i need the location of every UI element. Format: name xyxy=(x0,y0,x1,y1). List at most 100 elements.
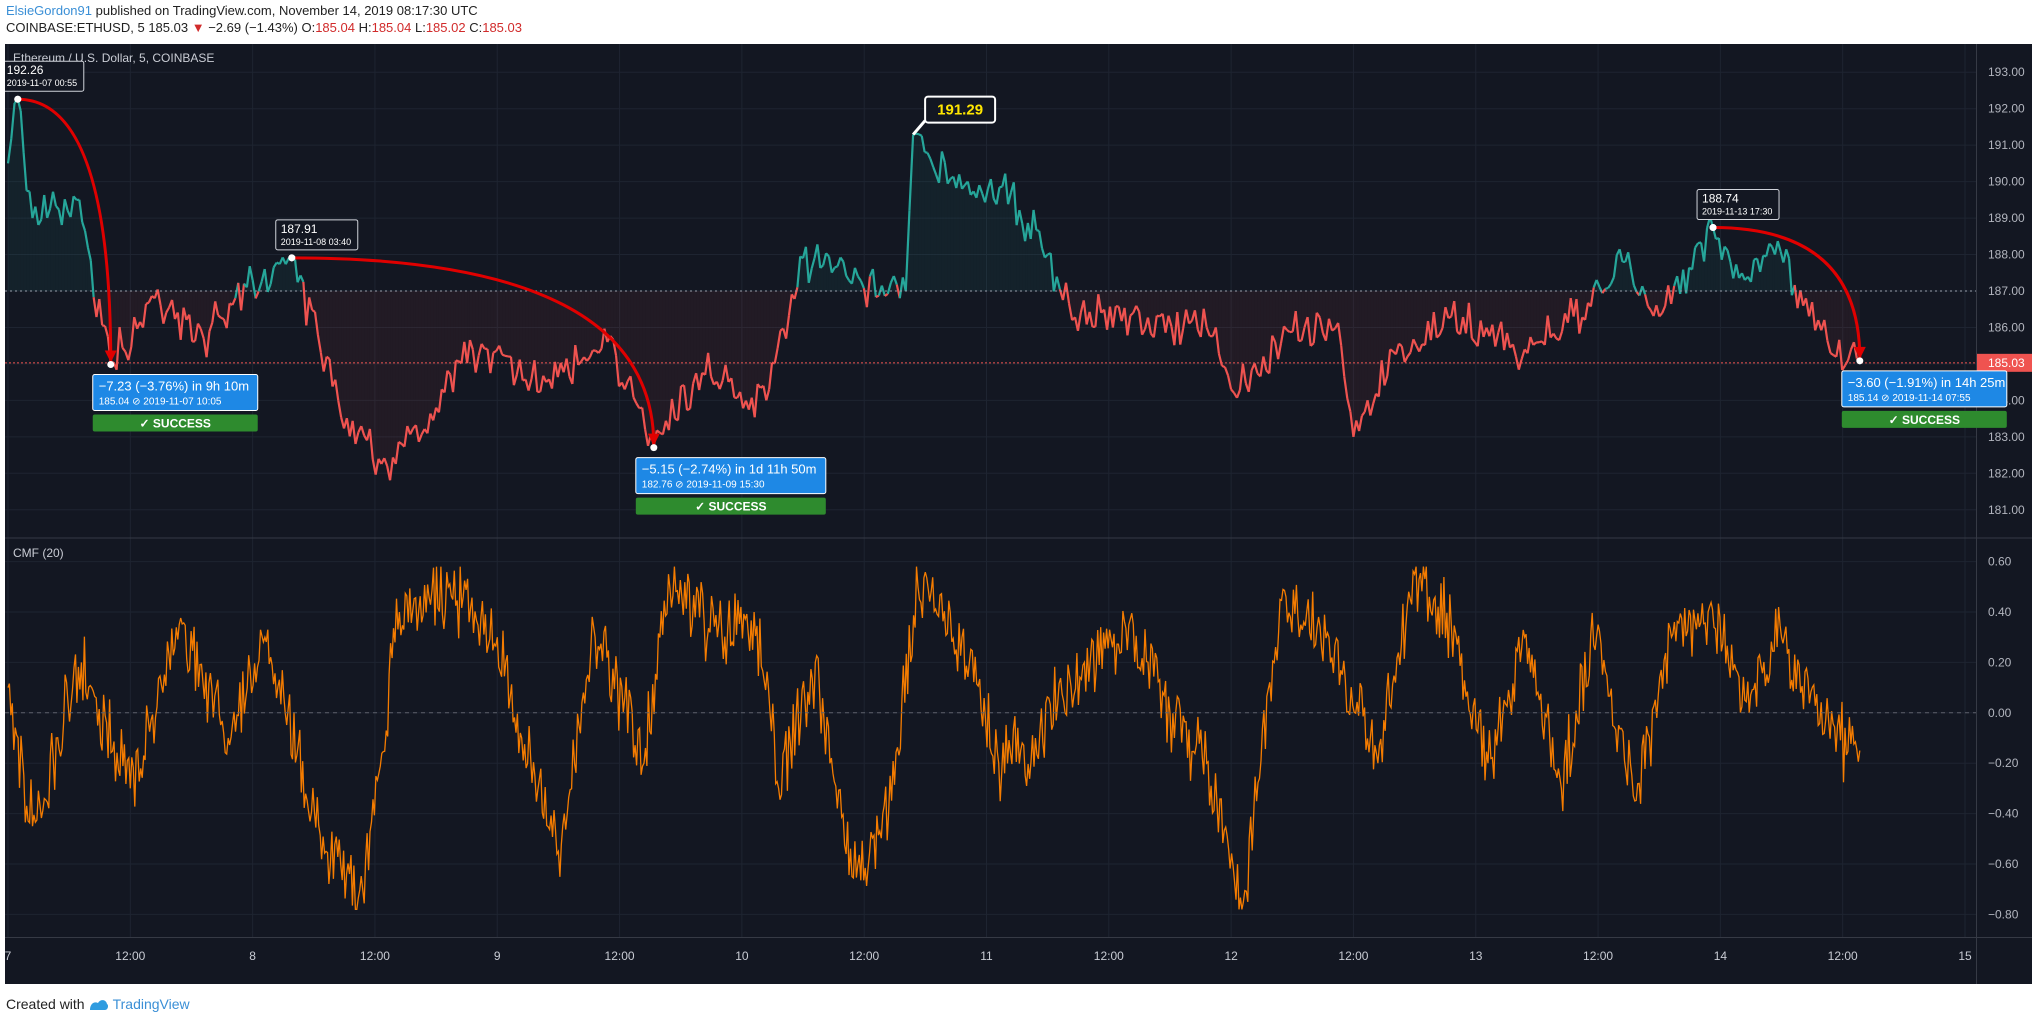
baseline-fill-segment xyxy=(633,291,637,404)
price-line-segment xyxy=(932,166,938,176)
move-arc xyxy=(291,256,656,446)
price-line-segment xyxy=(1838,339,1844,371)
price-line-segment xyxy=(133,316,139,330)
price-line-segment xyxy=(170,299,177,320)
baseline-fill-segment xyxy=(1536,291,1540,343)
price-line-segment xyxy=(1055,276,1061,290)
author-link[interactable]: ElsieGordon91 xyxy=(6,3,92,18)
price-line-segment xyxy=(103,325,109,338)
baseline-fill-segment xyxy=(1407,291,1411,357)
price-line-segment xyxy=(1094,294,1100,327)
price-line-segment xyxy=(871,268,877,298)
price-tick-label: 181.00 xyxy=(1988,503,2025,517)
baseline-fill-segment xyxy=(1283,291,1287,330)
baseline-fill-segment xyxy=(569,291,573,384)
baseline-fill-segment xyxy=(1401,291,1405,363)
baseline-fill-segment xyxy=(757,291,761,388)
price-line-segment xyxy=(1470,337,1476,343)
chart-panel[interactable]: 193.00 192.00 191.00 190.00 189.00 188.00 187.… xyxy=(1,44,2033,984)
price-line-segment xyxy=(251,279,257,299)
price-line-segment xyxy=(920,135,926,153)
price-line-segment xyxy=(188,314,194,342)
baseline-fill-segment xyxy=(1150,291,1154,338)
price-line-segment xyxy=(819,264,824,269)
price-line-segment xyxy=(884,292,889,297)
baseline-fill-segment xyxy=(82,222,86,291)
baseline-fill-segment xyxy=(1410,291,1414,353)
last-price-tag: 185.03 xyxy=(1977,353,2033,372)
price-line-segment xyxy=(354,432,360,445)
baseline-fill-segment xyxy=(1378,291,1382,397)
price-line-segment xyxy=(1691,247,1697,270)
high-callout-date: 2019-11-08 03:40 xyxy=(281,237,351,247)
high-callout-date: 2019-11-07 00:55 xyxy=(7,78,77,88)
price-line-segment xyxy=(272,261,278,268)
baseline-fill-segment xyxy=(1075,291,1078,331)
time-tick-label: 8 xyxy=(249,949,256,963)
price-line-segment xyxy=(1561,313,1567,332)
price-tick-label: 183.00 xyxy=(1988,430,2025,444)
chart-svg[interactable]: 193.00 192.00 191.00 190.00 189.00 188.00 187.… xyxy=(1,44,2033,984)
baseline-fill-segment xyxy=(601,291,605,349)
price-line-segment xyxy=(915,132,920,136)
price-line-segment xyxy=(1167,315,1173,327)
baseline-fill-segment xyxy=(1225,291,1229,376)
time-tick-label: 9 xyxy=(494,949,501,963)
cmf-tick-label: −0.20 xyxy=(1988,756,2019,770)
baseline-fill-segment xyxy=(502,291,506,356)
price-line-segment xyxy=(1040,247,1046,258)
baseline-fill-segment xyxy=(944,162,948,291)
baseline-fill-segment xyxy=(1353,291,1357,437)
price-line-segment xyxy=(1036,229,1040,232)
baseline-fill-segment xyxy=(621,291,625,390)
price-line-segment xyxy=(825,252,830,258)
price-line-segment xyxy=(471,349,477,373)
baseline-fill-segment xyxy=(1044,254,1048,291)
baseline-fill-segment xyxy=(1550,291,1554,338)
baseline-fill-segment xyxy=(421,291,425,435)
price-line-segment xyxy=(1012,182,1018,226)
price-line-segment xyxy=(807,268,813,284)
price-line-segment xyxy=(1720,246,1726,260)
baseline-fill-segment xyxy=(430,291,434,421)
baseline-fill-segment xyxy=(1027,222,1031,291)
success-badge xyxy=(92,414,258,432)
price-line-segment xyxy=(929,158,935,168)
baseline-fill-segment xyxy=(122,291,126,352)
baseline-fill-segment xyxy=(1518,291,1522,370)
baseline-fill-segment xyxy=(1439,291,1443,335)
baseline-fill-segment xyxy=(560,291,564,373)
baseline-fill-segment xyxy=(384,291,388,467)
baseline-fill-segment xyxy=(1356,291,1360,432)
price-tick-label: 192.00 xyxy=(1988,102,2025,116)
price-line-segment xyxy=(1179,328,1185,345)
price-line-segment xyxy=(1038,230,1044,249)
price-line-segment xyxy=(1044,253,1049,259)
baseline-fill-segment xyxy=(58,209,62,291)
price-line-segment xyxy=(785,315,791,339)
price-line-segment xyxy=(1785,248,1791,259)
price-line-segment xyxy=(1331,327,1336,332)
price-line-segment xyxy=(1661,305,1667,314)
price-line-segment xyxy=(1076,312,1082,331)
footer: Created with TradingView xyxy=(6,996,190,1012)
tradingview-link[interactable]: TradingView xyxy=(112,996,190,1012)
price-line-segment xyxy=(1398,342,1403,347)
baseline-fill-segment xyxy=(1016,210,1020,291)
price-line-segment xyxy=(121,347,127,353)
baseline-fill-segment xyxy=(450,291,454,393)
price-line-segment xyxy=(360,425,366,436)
baseline-fill-segment xyxy=(381,291,385,464)
baseline-fill-segment xyxy=(589,291,593,358)
price-line-segment xyxy=(46,208,52,219)
price-line-segment xyxy=(816,244,822,269)
baseline-fill-segment xyxy=(748,291,752,410)
price-line-segment xyxy=(1517,358,1523,370)
price-line-segment xyxy=(1277,342,1283,360)
price-line-segment xyxy=(1312,312,1318,344)
price-line-segment xyxy=(1135,305,1141,313)
baseline-fill-segment xyxy=(119,291,123,348)
price-line-segment xyxy=(1324,318,1331,341)
baseline-fill-segment xyxy=(1002,173,1006,291)
baseline-fill-segment xyxy=(1347,291,1351,412)
